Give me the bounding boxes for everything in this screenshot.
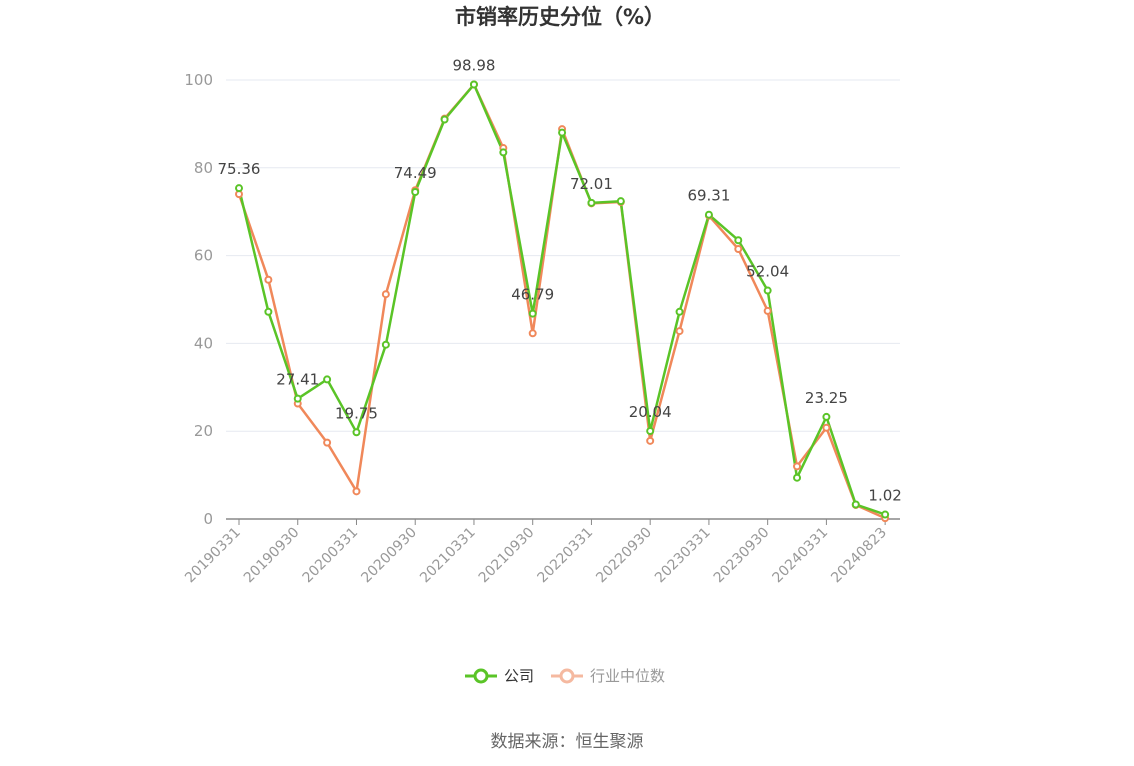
x-tick-label: 20200331 <box>300 525 362 587</box>
data-label: 98.98 <box>452 56 495 74</box>
legend-marker-industry-median <box>559 668 575 684</box>
point-company <box>264 307 273 316</box>
series-line-industry-median <box>237 83 886 520</box>
point-company <box>381 340 390 349</box>
point-company <box>675 307 684 316</box>
point-industry-median <box>822 423 831 432</box>
x-tick-label: 20220331 <box>535 525 597 587</box>
point-industry-median <box>646 436 655 445</box>
point-industry-median <box>734 245 743 254</box>
y-axis: 0 20 40 60 80 100 <box>184 71 213 528</box>
legend[interactable]: 公司 行业中位数 <box>465 667 665 685</box>
data-label: 23.25 <box>805 389 848 407</box>
point-company <box>793 473 802 482</box>
point-industry-median <box>793 462 802 471</box>
point-company <box>763 286 772 295</box>
x-tick-label: 20190331 <box>182 525 244 587</box>
data-label: 52.04 <box>746 263 789 281</box>
point-company <box>851 500 860 509</box>
point-company <box>469 80 478 89</box>
x-tick-label: 20240823 <box>828 525 890 587</box>
point-industry-median <box>381 290 390 299</box>
y-tick-label: 60 <box>194 247 213 265</box>
x-tick-label: 20190930 <box>241 525 303 587</box>
point-industry-median <box>763 306 772 315</box>
x-axis: 2019033120190930202003312020093020210331… <box>182 518 900 587</box>
data-label: 19.75 <box>335 404 378 422</box>
point-industry-median <box>323 438 332 447</box>
legend-label-company: 公司 <box>504 667 534 685</box>
point-company <box>881 510 890 519</box>
point-industry-median <box>352 487 361 496</box>
plot-points <box>235 80 890 523</box>
data-label: 75.36 <box>218 160 261 178</box>
grid-lines <box>226 79 900 432</box>
legend-marker-company <box>473 668 489 684</box>
point-company <box>558 128 567 137</box>
x-tick-label: 20210331 <box>417 525 479 587</box>
data-label: 69.31 <box>687 187 730 205</box>
point-industry-median <box>528 329 537 338</box>
point-company <box>616 197 625 206</box>
y-tick-label: 20 <box>194 422 213 440</box>
x-tick-label: 20230930 <box>711 525 773 587</box>
y-tick-label: 40 <box>194 334 213 352</box>
chart-title: 市销率历史分位（%） <box>455 5 665 29</box>
point-company <box>499 148 508 157</box>
point-company <box>704 210 713 219</box>
legend-label-industry-median: 行业中位数 <box>590 667 665 685</box>
point-company <box>587 198 596 207</box>
point-company <box>323 375 332 384</box>
legend-item-industry-median[interactable]: 行业中位数 <box>551 667 665 685</box>
point-company <box>293 394 302 403</box>
data-label: 46.79 <box>511 286 554 304</box>
y-tick-label: 0 <box>203 510 213 528</box>
data-labels: 75.36 27.41 19.75 74.49 98.98 46.79 72.01 20.04… <box>218 56 902 504</box>
point-company <box>352 428 361 437</box>
point-company <box>646 427 655 436</box>
series-line-company <box>237 83 886 516</box>
point-company <box>411 187 420 196</box>
data-label: 1.02 <box>868 487 901 505</box>
point-company <box>235 184 243 193</box>
source-note: 数据来源：恒生聚源 <box>491 732 644 752</box>
point-company <box>734 236 743 245</box>
point-company <box>528 309 537 318</box>
y-tick-label: 80 <box>194 159 213 177</box>
x-tick-label: 20200930 <box>358 525 420 587</box>
legend-item-company[interactable]: 公司 <box>465 667 534 685</box>
x-tick-label: 20240331 <box>770 525 832 587</box>
data-label: 72.01 <box>570 175 613 193</box>
y-tick-label: 100 <box>184 71 213 89</box>
data-label: 20.04 <box>629 403 672 421</box>
data-label: 27.41 <box>276 371 319 389</box>
data-label: 74.49 <box>394 164 437 182</box>
point-industry-median <box>264 275 273 284</box>
point-company <box>440 115 449 124</box>
point-company <box>822 412 831 421</box>
x-tick-label: 20210930 <box>476 525 538 587</box>
plot-series <box>237 83 886 520</box>
x-tick-label: 20220930 <box>593 525 655 587</box>
point-industry-median <box>675 327 684 336</box>
x-tick-label: 20230331 <box>652 525 714 587</box>
